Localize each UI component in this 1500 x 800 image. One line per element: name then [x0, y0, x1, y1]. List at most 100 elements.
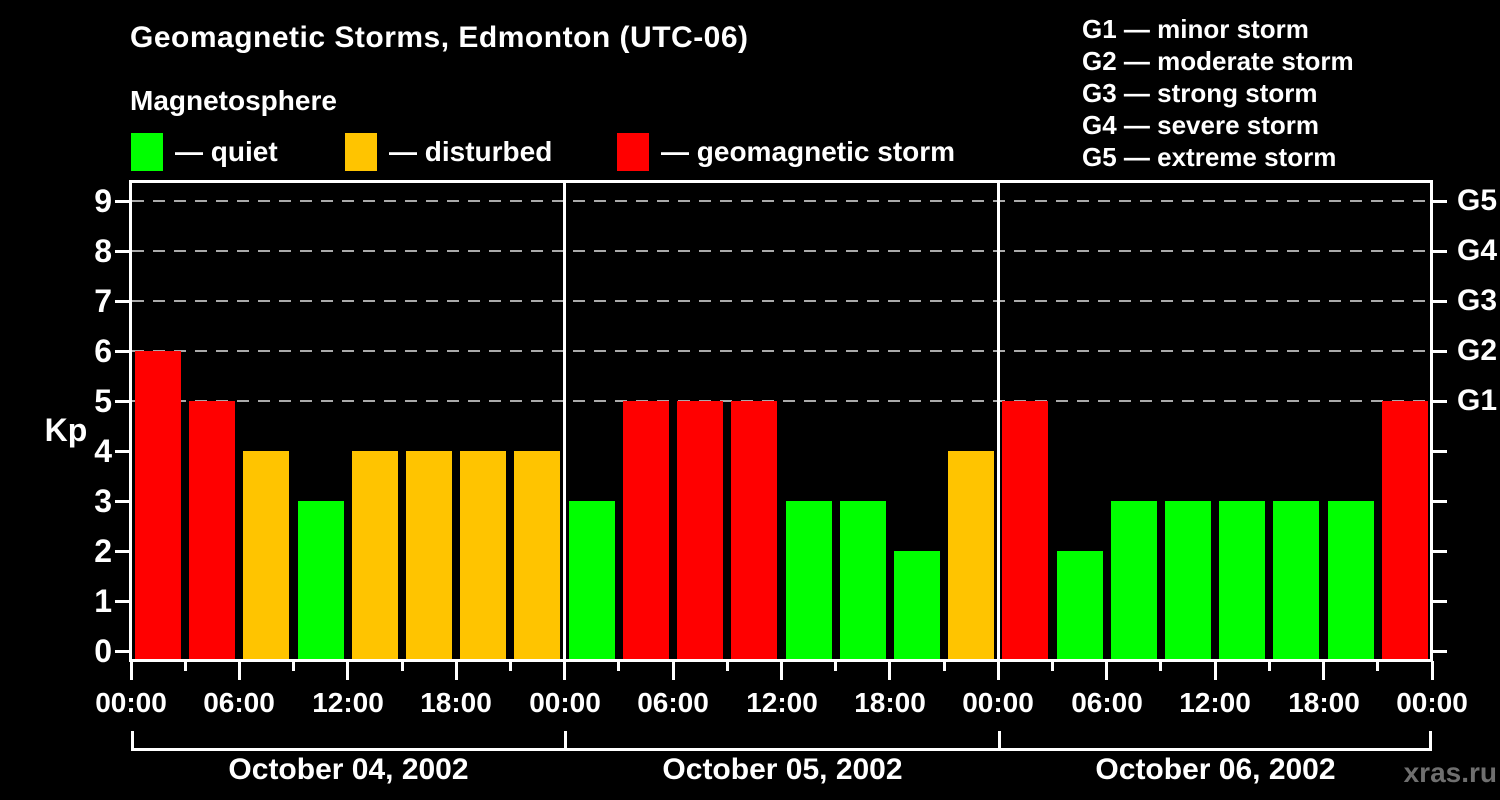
right-axis-tick: [1433, 599, 1447, 603]
x-axis-tick: [1322, 661, 1325, 680]
g-scale-label: G5: [1457, 184, 1498, 217]
x-axis-tick: [1268, 661, 1271, 671]
x-axis-tick-label: 12:00: [1179, 687, 1251, 718]
kp-bar: [569, 501, 615, 659]
kp-bar: [135, 351, 181, 659]
y-axis-tick: [115, 199, 129, 203]
legend-swatch-disturbed: [345, 133, 377, 171]
x-axis-tick: [943, 661, 946, 671]
legend-swatch-storm: [617, 133, 649, 171]
x-axis-tick: [888, 661, 891, 680]
day-bracket-tick: [998, 731, 1001, 749]
y-axis-tick-label: 5: [94, 383, 112, 419]
day-label: October 05, 2002: [662, 753, 903, 786]
gridline-g3: [132, 300, 1431, 302]
x-axis-tick-label: 18:00: [1288, 687, 1360, 718]
x-axis-tick-label: 00:00: [95, 687, 167, 718]
kp-bar: [1002, 401, 1048, 659]
legend-label-storm: — geomagnetic storm: [661, 136, 956, 167]
y-axis-tick-label: 2: [94, 533, 112, 569]
y-axis-tick-label: 0: [94, 633, 112, 669]
right-axis-tick: [1433, 399, 1447, 403]
x-axis-tick-label: 06:00: [637, 687, 709, 718]
kp-bar: [840, 501, 886, 659]
kp-bar: [731, 401, 777, 659]
g-scale-legend: G1 — minor storm G2 — moderate storm G3 — …: [1082, 13, 1354, 173]
kp-bar: [677, 401, 723, 659]
watermark: xras.ru: [1403, 757, 1497, 788]
g-scale-legend-item: G4 — severe storm: [1082, 110, 1320, 140]
x-axis-tick: [780, 661, 783, 680]
right-axis-tick: [1433, 299, 1447, 303]
kp-bar: [1111, 501, 1157, 659]
g-scale-label: G1: [1457, 384, 1498, 417]
g-scale-label: G4: [1457, 234, 1498, 267]
legend-item-disturbed: — disturbed: [345, 133, 552, 171]
gridline-g4: [132, 250, 1431, 252]
kp-bar: [1165, 501, 1211, 659]
x-axis-tick: [1159, 661, 1162, 671]
kp-bar: [460, 451, 506, 659]
legend-item-quiet: — quiet: [131, 133, 278, 171]
legend-swatch-quiet: [131, 133, 163, 171]
x-axis-tick: [1051, 661, 1054, 671]
x-axis-tick-label: 00:00: [529, 687, 601, 718]
x-axis-tick-label: 12:00: [746, 687, 818, 718]
right-axis-tick: [1433, 549, 1447, 553]
x-axis-tick: [184, 661, 187, 671]
x-axis-tick: [346, 661, 349, 680]
y-axis-tick: [115, 299, 129, 303]
y-axis-tick: [115, 599, 129, 603]
kp-bar: [623, 401, 669, 659]
day-boundary-line: [563, 183, 566, 659]
x-axis-tick-label: 06:00: [203, 687, 275, 718]
x-axis-tick: [1376, 661, 1379, 671]
day-boundary-line: [997, 183, 1000, 659]
x-axis-tick: [1105, 661, 1108, 680]
x-axis-tick: [997, 661, 1000, 680]
kp-bar: [298, 501, 344, 659]
x-axis-tick: [563, 661, 566, 680]
y-axis-tick: [115, 349, 129, 353]
x-axis-tick-label: 06:00: [1071, 687, 1143, 718]
x-axis-tick: [130, 661, 133, 680]
x-axis-tick-label: 00:00: [1396, 687, 1468, 718]
kp-bar: [352, 451, 398, 659]
day-label: October 04, 2002: [228, 753, 469, 786]
y-axis-tick-label: 9: [94, 183, 112, 219]
kp-bar: [514, 451, 560, 659]
day-bracket-tick: [564, 731, 567, 749]
g-scale-legend-item: G1 — minor storm: [1082, 14, 1309, 44]
x-axis-tick-label: 12:00: [312, 687, 384, 718]
y-axis-tick-label: 1: [94, 583, 112, 619]
x-axis-tick: [401, 661, 404, 671]
x-axis-tick: [455, 661, 458, 680]
y-axis-tick-label: 6: [94, 333, 112, 369]
x-axis-tick: [292, 661, 295, 671]
y-axis-tick: [115, 649, 129, 653]
gridline-g2: [132, 350, 1431, 352]
kp-bar: [948, 451, 994, 659]
x-axis-tick-label: 18:00: [420, 687, 492, 718]
x-axis-tick: [1214, 661, 1217, 680]
x-axis-tick: [834, 661, 837, 671]
y-axis-title: Kp: [44, 412, 88, 448]
x-axis-tick: [509, 661, 512, 671]
right-axis-tick: [1433, 499, 1447, 503]
g-scale-legend-item: G5 — extreme storm: [1082, 142, 1337, 172]
g-scale-label: G2: [1457, 334, 1498, 367]
day-bracket-tick: [1429, 731, 1432, 749]
legend-label-disturbed: — disturbed: [389, 136, 553, 167]
kp-bar: [1057, 551, 1103, 659]
y-axis-tick-label: 7: [94, 283, 112, 319]
kp-bar: [1273, 501, 1319, 659]
y-axis-tick: [115, 499, 129, 503]
x-axis-tick: [1431, 661, 1434, 680]
kp-bar: [786, 501, 832, 659]
y-axis-tick-label: 4: [94, 433, 112, 469]
legend-label-quiet: — quiet: [175, 136, 278, 167]
y-axis-tick-label: 3: [94, 483, 112, 519]
right-axis-tick: [1433, 249, 1447, 253]
g-scale-legend-item: G3 — strong storm: [1082, 78, 1318, 108]
